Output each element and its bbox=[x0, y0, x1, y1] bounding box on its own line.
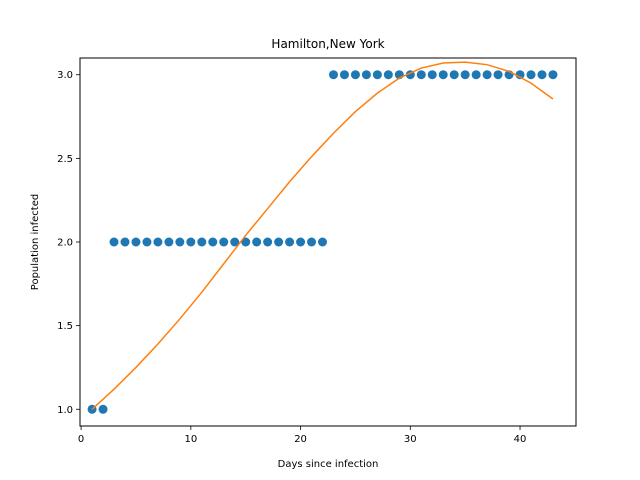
scatter-point bbox=[285, 237, 295, 247]
scatter-point bbox=[361, 70, 371, 80]
scatter-point bbox=[515, 70, 525, 80]
scatter-point bbox=[164, 237, 174, 247]
scatter-point bbox=[471, 70, 481, 80]
plot-area bbox=[87, 61, 558, 414]
x-axis: 0 10 20 30 40 bbox=[78, 426, 526, 445]
x-axis-title: Days since infection bbox=[278, 459, 379, 470]
scatter-point bbox=[219, 237, 229, 247]
scatter-point bbox=[98, 404, 108, 414]
scatter-point bbox=[339, 70, 349, 80]
scatter-point bbox=[350, 70, 360, 80]
scatter-point bbox=[197, 237, 207, 247]
scatter-point bbox=[263, 237, 273, 247]
scatter-point bbox=[416, 70, 426, 80]
y-axis-title: Population infected bbox=[30, 194, 41, 290]
scatter-point bbox=[175, 237, 185, 247]
scatter-point bbox=[318, 237, 328, 247]
scatter-point bbox=[537, 70, 547, 80]
scatter-point bbox=[383, 70, 393, 80]
scatter-point bbox=[230, 237, 240, 247]
scatter-point bbox=[274, 237, 284, 247]
fit-line bbox=[91, 61, 554, 410]
scatter-point bbox=[526, 70, 536, 80]
y-tick-label: 2.5 bbox=[57, 154, 73, 165]
scatter-point bbox=[109, 237, 119, 247]
scatter-point bbox=[493, 70, 503, 80]
x-tick-label: 20 bbox=[294, 434, 307, 445]
scatter-point bbox=[296, 237, 306, 247]
chart-title: Hamilton,New York bbox=[271, 37, 384, 51]
y-tick-label: 1.5 bbox=[57, 321, 73, 332]
scatter-point bbox=[120, 237, 130, 247]
y-tick-label: 1.0 bbox=[57, 405, 73, 416]
x-tick-label: 40 bbox=[514, 434, 527, 445]
y-tick-label: 3.0 bbox=[57, 70, 73, 81]
scatter-point bbox=[372, 70, 382, 80]
scatter-point bbox=[153, 237, 163, 247]
scatter-point bbox=[241, 237, 251, 247]
y-tick-label: 2.0 bbox=[57, 238, 73, 249]
scatter-point bbox=[427, 70, 437, 80]
x-tick-label: 10 bbox=[184, 434, 197, 445]
scatter-point bbox=[208, 237, 218, 247]
x-tick-label: 0 bbox=[78, 434, 84, 445]
scatter-point bbox=[307, 237, 317, 247]
scatter-point bbox=[328, 70, 338, 80]
scatter-point bbox=[460, 70, 470, 80]
scatter-point bbox=[548, 70, 558, 80]
x-tick-label: 30 bbox=[404, 434, 417, 445]
scatter-point bbox=[186, 237, 196, 247]
scatter-point bbox=[142, 237, 152, 247]
scatter-point bbox=[252, 237, 262, 247]
scatter-point bbox=[449, 70, 459, 80]
scatter-point bbox=[131, 237, 141, 247]
scatter-point bbox=[482, 70, 492, 80]
y-axis: 1.0 1.5 2.0 2.5 3.0 bbox=[57, 70, 80, 416]
scatter-point bbox=[438, 70, 448, 80]
